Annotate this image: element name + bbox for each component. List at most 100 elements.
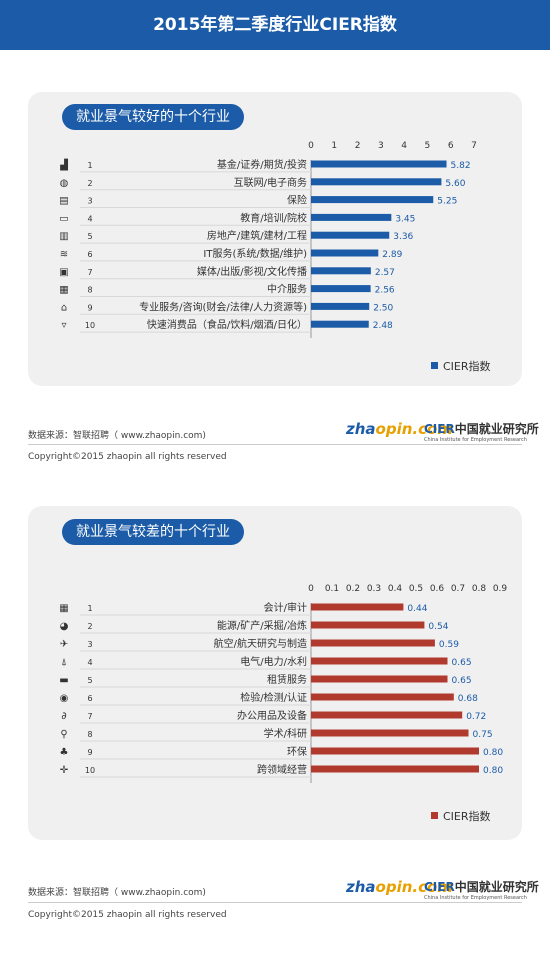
data-label: 5.60 [445, 179, 465, 189]
zhaopin-logo-2-text-b: opin.com [375, 878, 453, 896]
bar [311, 160, 447, 168]
category-label: 中介服务 [267, 283, 307, 296]
x-tick-label: 0.2 [346, 584, 360, 594]
data-label: 3.45 [395, 214, 415, 224]
zhaopin-logo: zhaopin.com [346, 420, 453, 442]
film-icon: ▣ [59, 267, 68, 278]
cier-logo: CIER中国就业研究所 China Institute for Employme… [424, 420, 539, 443]
data-label: 0.54 [428, 622, 448, 632]
bar [311, 302, 370, 310]
bar [311, 639, 435, 647]
bar [311, 196, 434, 204]
bar [311, 711, 463, 719]
page-title: 2015年第二季度行业CIER指数 [153, 15, 397, 35]
category-label: 互联网/电子商务 [234, 176, 307, 189]
source-label: 数据来源：智联招聘（ www.zhaopin.com) [28, 431, 206, 441]
x-tick-label: 4 [401, 141, 407, 151]
copyright-2: Copyright©2015 zhaopin all rights reserv… [28, 910, 227, 920]
bar [311, 729, 469, 737]
zhaopin-logo-2: zhaopin.com [346, 878, 453, 900]
data-label: 0.65 [452, 658, 472, 668]
data-label: 2.57 [375, 268, 395, 278]
legend-swatch [431, 812, 438, 819]
category-label: 快速消费品（食品/饮料/烟酒/日化） [147, 318, 307, 331]
bar [311, 213, 392, 221]
bar [311, 765, 479, 773]
crosshair-icon: ✛ [60, 765, 69, 776]
zhaopin-logo-text-b: opin.com [375, 420, 453, 438]
category-label: 学术/科研 [264, 727, 307, 740]
rank-label: 3 [87, 197, 92, 206]
data-label: 0.80 [483, 766, 503, 776]
divider-2 [28, 902, 522, 903]
cier-logo-text: CIER [424, 422, 455, 436]
calculator-icon: ▦ [59, 603, 68, 614]
rank-label: 9 [87, 303, 92, 312]
category-label: IT服务(系统/数据/维护) [203, 247, 307, 260]
worst-chart-title: 就业景气较差的十个行业 [62, 519, 244, 545]
category-label: 保险 [287, 194, 307, 207]
category-label: 基金/证券/期货/投资 [217, 158, 307, 171]
bar [311, 657, 448, 665]
data-label: 0.68 [458, 694, 478, 704]
category-label: 电气/电力/水利 [240, 655, 307, 668]
x-tick-label: 1 [331, 141, 337, 151]
rank-label: 8 [87, 286, 92, 295]
bar [311, 320, 369, 328]
category-label: 租赁服务 [267, 673, 307, 686]
inbox-icon: ▤ [59, 196, 68, 207]
data-label: 5.25 [437, 197, 457, 207]
x-tick-label: 0.1 [325, 584, 339, 594]
transmission-tower-icon: ⍋ [61, 657, 67, 668]
bar [311, 249, 379, 257]
data-label: 2.56 [375, 286, 395, 296]
bar [311, 267, 371, 275]
rank-label: 1 [87, 604, 92, 613]
rank-label: 6 [87, 250, 92, 259]
rank-label: 4 [87, 658, 92, 667]
source-label-2: 数据来源：智联招聘（ www.zhaopin.com) [28, 888, 206, 898]
category-label: 环保 [287, 745, 307, 758]
nuclear-icon: ◕ [60, 621, 69, 632]
rank-label: 2 [87, 179, 92, 188]
bar [311, 178, 442, 186]
wifi-icon: ≋ [60, 249, 68, 260]
data-label: 0.75 [473, 730, 493, 740]
x-tick-label: 0 [308, 141, 314, 151]
cup-icon: ▿ [61, 320, 66, 331]
legend-label: CIER指数 [443, 809, 491, 823]
bar [311, 285, 371, 293]
x-tick-label: 0.7 [451, 584, 465, 594]
category-label: 媒体/出版/影视/文化传播 [197, 265, 307, 278]
category-label: 航空/航天研究与制造 [214, 637, 307, 650]
x-tick-label: 7 [471, 141, 477, 151]
inspection-icon: ◉ [60, 693, 69, 704]
rank-label: 2 [87, 622, 92, 631]
bank-icon: ⌂ [61, 302, 67, 313]
bar [311, 693, 454, 701]
category-label: 专业服务/咨询(财会/法律/人力资源等) [139, 300, 307, 313]
data-label: 0.44 [407, 604, 427, 614]
data-label: 5.82 [451, 161, 471, 171]
rank-label: 10 [85, 766, 95, 775]
page-header: 2015年第二季度行业CIER指数 [0, 0, 550, 50]
rank-label: 8 [87, 730, 92, 739]
data-label: 0.59 [439, 640, 459, 650]
cier-logo-2-text: CIER [424, 880, 455, 894]
data-label: 2.50 [373, 303, 393, 313]
data-label: 3.36 [393, 232, 413, 242]
rank-label: 4 [87, 214, 92, 223]
category-label: 房地产/建筑/建材/工程 [207, 229, 307, 242]
bar [311, 231, 390, 239]
rank-label: 5 [87, 232, 92, 241]
category-label: 能源/矿产/采掘/冶炼 [217, 619, 307, 632]
x-tick-label: 0.4 [388, 584, 403, 594]
bar [311, 621, 425, 629]
zhaopin-logo-2-text-a: zha [346, 878, 376, 896]
chart-icon: ▟ [59, 158, 68, 171]
rank-label: 10 [85, 321, 95, 330]
x-tick-label: 0.9 [493, 584, 508, 594]
microscope-icon: ⚲ [60, 729, 67, 740]
rank-label: 6 [87, 694, 92, 703]
bar [311, 603, 404, 611]
